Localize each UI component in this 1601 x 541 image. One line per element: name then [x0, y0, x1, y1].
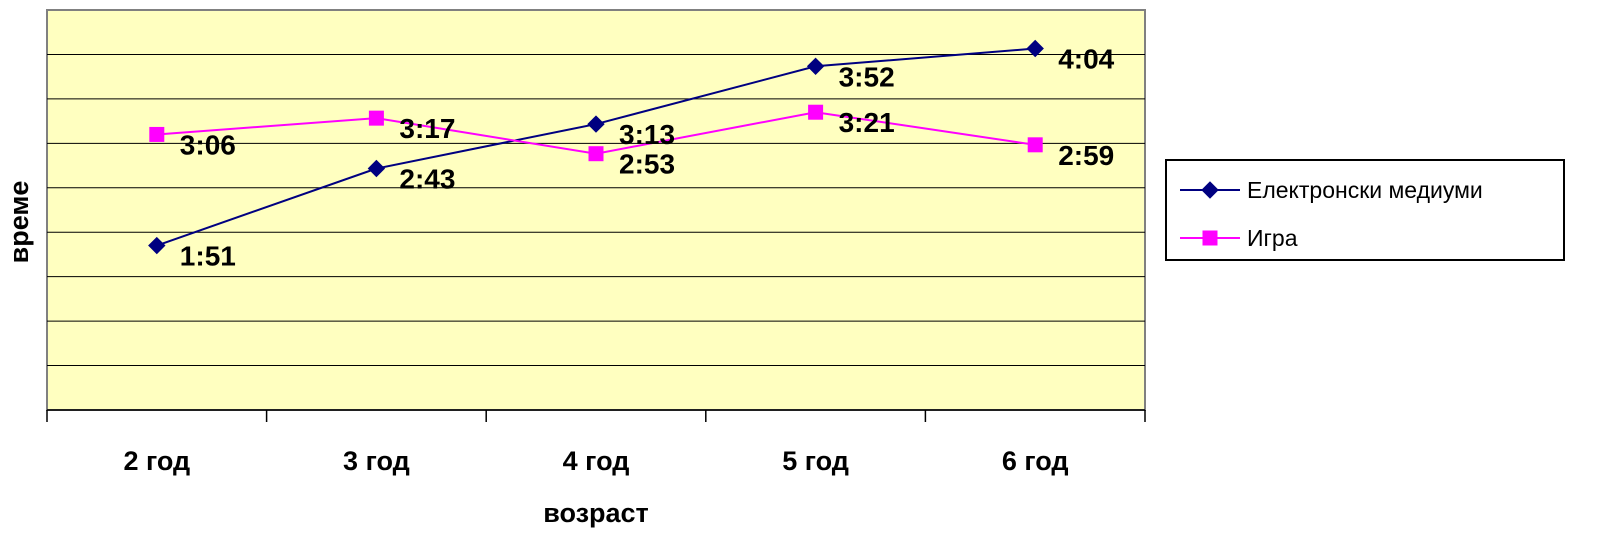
x-tick-label: 6 год — [1002, 446, 1069, 476]
x-tick-labels: 2 год 3 год 4 год 5 год 6 год — [123, 446, 1068, 476]
data-label: 2:53 — [619, 149, 675, 180]
data-label: 3:13 — [619, 119, 675, 150]
x-tick-label: 5 год — [782, 446, 849, 476]
grid-lines — [47, 53, 1145, 367]
data-labels: 1:51 2:43 3:13 3:52 4:04 3:06 3:17 2:53 3:21 2:59 — [180, 44, 1115, 272]
data-label: 3:21 — [839, 107, 895, 138]
x-tick-label: 2 год — [123, 446, 190, 476]
data-point — [808, 104, 824, 120]
legend-marker — [1201, 181, 1219, 199]
data-label: 2:59 — [1058, 140, 1114, 171]
series-markers — [148, 39, 1044, 255]
data-label: 3:06 — [180, 129, 236, 160]
legend-label: Игра — [1247, 225, 1298, 251]
y-axis-title: време — [4, 181, 34, 264]
data-point — [1027, 137, 1043, 153]
data-label: 3:17 — [399, 113, 455, 144]
legend: Електронски медиуми Игра — [1165, 159, 1565, 261]
data-point — [806, 57, 825, 76]
legend-label: Електронски медиуми — [1247, 177, 1483, 203]
data-point — [368, 110, 384, 126]
x-tick-label: 3 год — [343, 446, 410, 476]
x-axis — [46, 409, 1146, 422]
data-point — [149, 126, 165, 142]
data-label: 1:51 — [180, 241, 236, 272]
data-label: 4:04 — [1058, 44, 1114, 75]
data-label: 3:52 — [839, 61, 895, 92]
data-point — [587, 115, 605, 133]
data-point — [367, 159, 386, 178]
legend-marker — [1202, 230, 1218, 246]
data-label: 2:43 — [399, 164, 455, 195]
data-point — [1026, 39, 1044, 58]
plot-area — [46, 9, 1146, 411]
x-axis-title: возраст — [543, 498, 649, 528]
data-point — [148, 236, 166, 255]
x-tick-label: 4 год — [563, 446, 630, 476]
legend-box — [1165, 159, 1565, 261]
data-point — [588, 146, 604, 162]
